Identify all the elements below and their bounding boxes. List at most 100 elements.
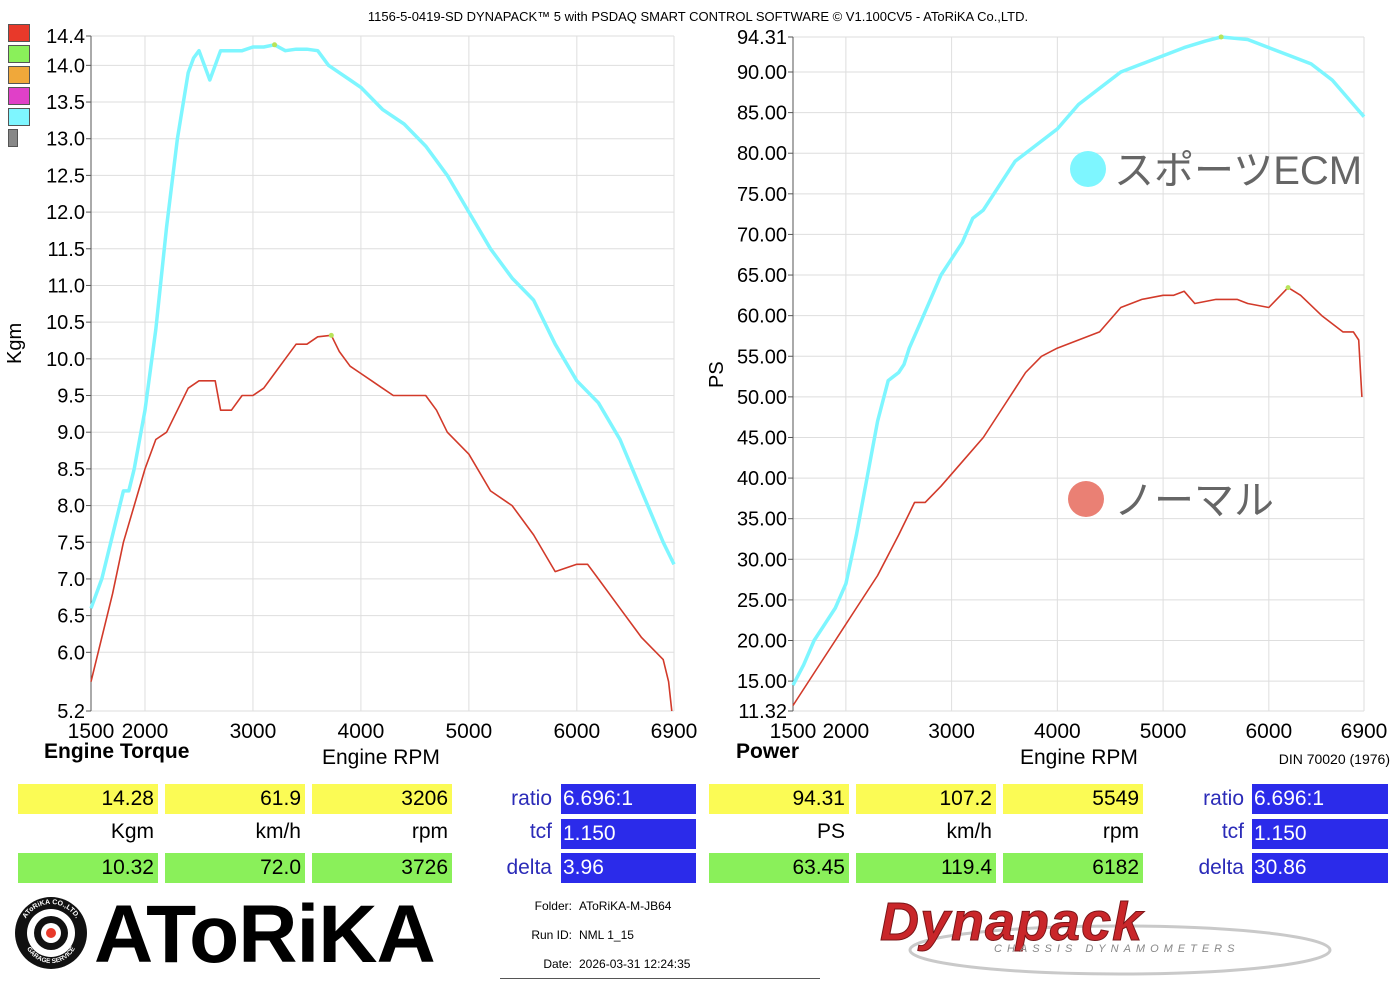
power-ratio-value: 6.696:1 [1252,784,1388,814]
legend-swatches [8,24,30,147]
info-date: 2026-03-31 12:24:35 [579,957,691,971]
power-unit-value: PS [816,820,845,843]
info-runid: NML 1_15 [579,928,634,942]
info-runid-label: Run ID: [531,928,572,942]
x-tick-label: 5000 [446,720,493,743]
x-tick-label: 6000 [553,720,600,743]
y-tick-label: 14.0 [46,55,85,77]
torque-delta-label: delta [506,856,552,879]
legend-swatch[interactable] [8,24,30,42]
page-header-title: 1156-5-0419-SD DYNAPACK™ 5 with PSDAQ SM… [367,9,1029,24]
power-unit-rpm: rpm [1102,820,1139,843]
power-tcf-value: 1.150 [1252,819,1388,849]
torque-ratio-label: ratio [511,787,552,810]
x-tick-label: 4000 [1034,720,1081,743]
y-tick-label: 9.0 [57,422,85,444]
y-tick-label: 5.2 [57,701,85,723]
power-unit-speed: km/h [946,820,992,843]
power-chart: 11.32 15.00 20.00 25.00 30.00 35.00 40.00 45.00… [737,27,1388,743]
dynapack-logo-text: Dynapack [880,896,1145,952]
info-folder-label: Folder: [534,899,572,913]
legend-swatch[interactable] [8,108,30,126]
power-title: Power [736,740,800,763]
atorika-seal-logo: AToRiKA CO.,LTD. GARAGE SERVICE [15,897,87,969]
x-tick-label: 6900 [1341,720,1388,743]
power-ratio-label: ratio [1203,787,1244,810]
torque-title: Engine Torque [44,740,190,763]
y-tick-label: 7.5 [57,532,85,554]
x-tick-label: 2000 [122,720,169,743]
y-tick-label: 90.00 [737,62,787,84]
dynapack-logo: Dynapack CHASSIS DYNAMOMETERS [880,896,1332,976]
torque-peak-tuned-rpm: 3206 [312,784,452,814]
legend-swatch[interactable] [8,45,30,63]
power-xlabel: Engine RPM [1020,746,1138,769]
y-tick-label: 8.5 [57,459,85,481]
annotation-stock-label: ノーマル [1114,479,1274,523]
y-tick-label: 9.5 [57,386,85,408]
series-line-tuned [89,43,676,609]
y-tick-label: 30.00 [737,549,787,571]
y-tick-label: 70.00 [737,224,787,246]
y-tick-label: 13.0 [46,129,85,151]
y-tick-label: 55.00 [737,346,787,368]
legend-swatch[interactable] [8,66,30,84]
power-delta-label: delta [1198,856,1244,879]
torque-unit-rpm: rpm [411,820,448,843]
y-tick-label: 80.00 [737,143,787,165]
din-standard: DIN 70020 (1976) [1278,751,1390,767]
y-tick-label: 20.00 [737,631,787,653]
legend-swatch[interactable] [8,129,18,147]
y-tick-label: 7.0 [57,569,85,591]
y-tick-label: 8.0 [57,496,85,518]
torque-unit-speed: km/h [255,820,301,843]
y-tick-label: 13.5 [46,92,85,114]
torque-peak-stock-speed: 72.0 [165,853,305,883]
peak-marker-tuned [1218,34,1224,40]
power-ylabel: PS [706,361,728,388]
torque-xlabel: Engine RPM [322,746,440,769]
annotation-tuned-label: スポーツECM [1114,149,1362,193]
y-tick-label: 6.5 [57,606,85,628]
peak-marker-stock [1285,285,1291,291]
series-line-stock [90,334,673,712]
series-line-tuned [791,35,1366,687]
x-tick-label: 4000 [338,720,385,743]
torque-peak-stock-rpm: 3726 [312,853,452,883]
y-tick-label: 25.00 [737,590,787,612]
power-peak-tuned-speed: 107.2 [856,784,996,814]
y-tick-label: 11.5 [48,239,85,261]
torque-peak-stock-value: 10.32 [18,853,158,883]
y-tick-label: 11.0 [48,275,85,297]
y-tick-label: 10.0 [46,349,85,371]
power-peak-tuned-value: 94.31 [709,784,849,814]
torque-peak-tuned-value: 14.28 [18,784,158,814]
annotation-tuned-dot [1070,151,1106,187]
series-line-stock [792,286,1363,706]
x-tick-label: 1500 [68,720,115,743]
y-tick-label: 10.5 [46,312,85,334]
torque-tcf-value: 1.150 [561,819,696,849]
y-tick-label: 50.00 [737,387,787,409]
y-tick-label: 60.00 [737,306,787,328]
power-peak-tuned-rpm: 5549 [1003,784,1143,814]
legend-swatch[interactable] [8,87,30,105]
x-tick-label: 6900 [651,720,698,743]
x-tick-label: 2000 [823,720,870,743]
y-tick-label: 65.00 [737,265,787,287]
peak-marker-stock [328,332,334,338]
y-tick-label: 11.32 [738,701,787,723]
x-tick-label: 5000 [1140,720,1187,743]
y-tick-label: 6.0 [57,642,85,664]
y-tick-label: 85.00 [737,103,787,125]
power-delta-value: 30.86 [1252,853,1388,883]
dynapack-logo-subtitle: CHASSIS DYNAMOMETERS [994,943,1239,955]
x-tick-label: 3000 [928,720,975,743]
x-tick-label: 1500 [770,720,817,743]
y-tick-label: 40.00 [737,468,787,490]
y-tick-label: 14.4 [46,26,85,48]
power-peak-stock-value: 63.45 [709,853,849,883]
y-tick-label: 35.00 [737,509,787,531]
y-tick-label: 12.5 [46,165,85,187]
power-peak-stock-speed: 119.4 [856,853,996,883]
